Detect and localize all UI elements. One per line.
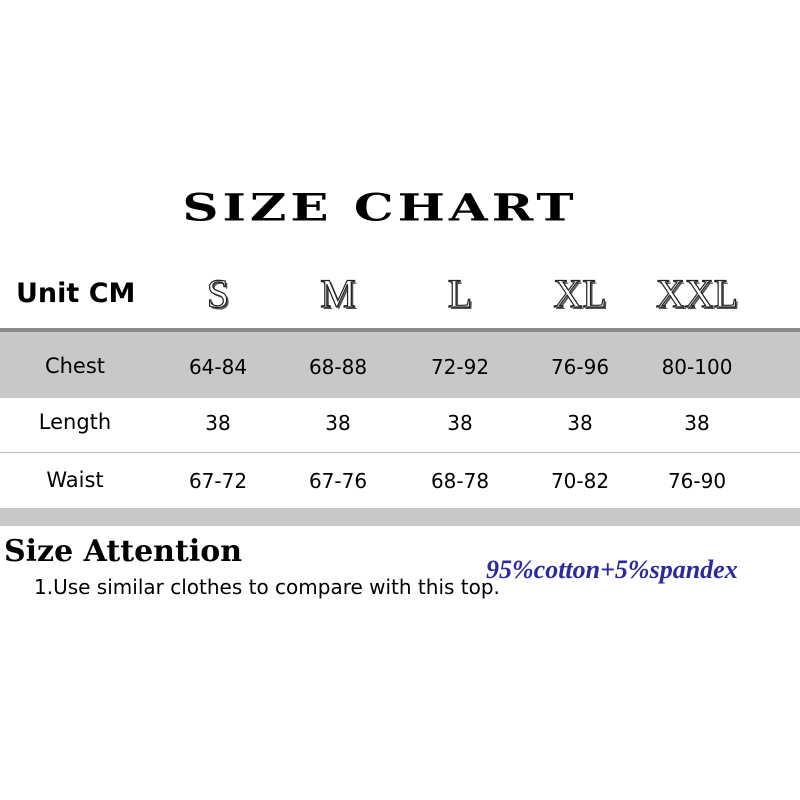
cell: 76-96: [550, 355, 610, 379]
footer-band: [0, 508, 800, 526]
cell: 67-76: [308, 469, 368, 493]
size-header: S: [206, 270, 230, 316]
size-header: L: [447, 270, 473, 316]
header-band: [0, 328, 800, 398]
cell: 38: [567, 411, 593, 435]
cell: 38: [684, 411, 710, 435]
cell: 68-88: [308, 355, 368, 379]
attention-heading: Size Attention: [4, 534, 243, 569]
cell: 70-82: [550, 469, 610, 493]
cell: 64-84: [188, 355, 248, 379]
attention-note: 1.Use similar clothes to compare with th…: [34, 575, 500, 599]
size-header: M: [320, 270, 357, 316]
title: SIZE CHART: [182, 185, 578, 230]
row-label: Length: [38, 410, 112, 434]
cell: 72-92: [430, 355, 490, 379]
cell: 67-72: [188, 469, 248, 493]
fabric: 95%cotton+5%spandex: [486, 555, 738, 584]
cell: 38: [447, 411, 473, 435]
cell: 38: [325, 411, 351, 435]
unit-label: Unit CM: [16, 278, 136, 309]
cell: 76-90: [667, 469, 727, 493]
cell: 38: [205, 411, 231, 435]
divider: [0, 452, 800, 453]
cell: 80-100: [661, 355, 733, 379]
row-label: Chest: [44, 354, 106, 378]
size-header: XXL: [655, 270, 739, 316]
cell: 68-78: [430, 469, 490, 493]
size-header: XL: [553, 270, 608, 316]
row-label: Waist: [46, 468, 104, 492]
